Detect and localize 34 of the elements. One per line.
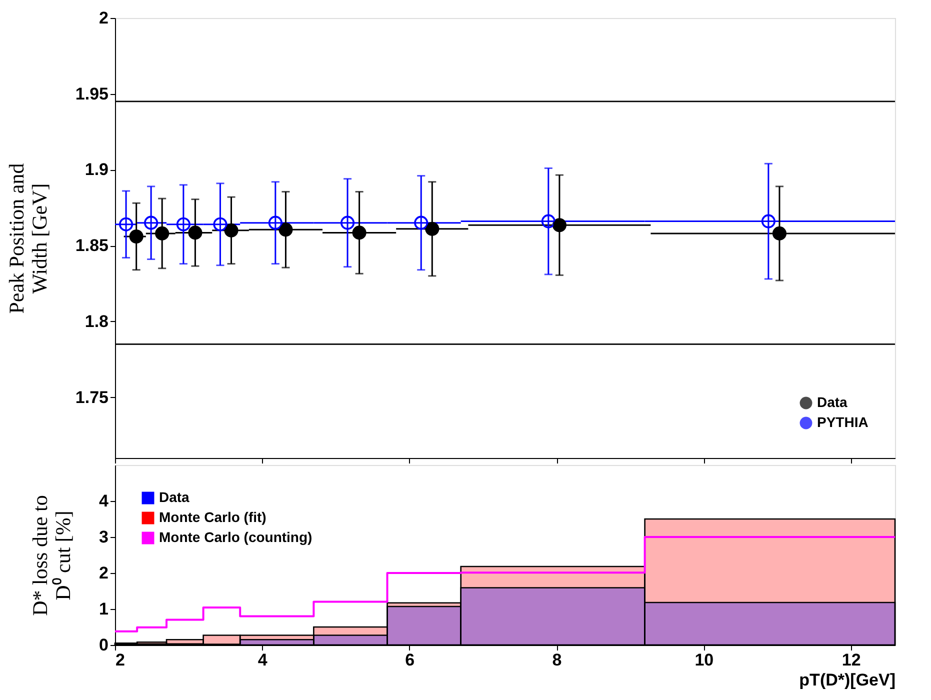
legend-label: Data <box>159 489 190 505</box>
point <box>268 216 282 230</box>
x-tick-label: 2 <box>116 650 125 670</box>
point <box>414 216 428 230</box>
point <box>144 216 158 230</box>
y-tick-label: 4 <box>99 492 110 510</box>
x-axis-title: pT(D*)[GeV] <box>799 670 896 690</box>
y-tick-label: 1.8 <box>84 312 108 331</box>
y-tick-label: 1.9 <box>84 160 108 180</box>
point <box>176 217 190 232</box>
x-tick-label: 8 <box>552 650 562 670</box>
x-tick-label: 6 <box>405 650 415 670</box>
legend-label: Monte Carlo (counting) <box>159 529 312 545</box>
y-tick-label: 0 <box>99 636 108 654</box>
point <box>213 217 228 232</box>
legend-label: Monte Carlo (fit) <box>159 509 266 525</box>
point <box>761 214 776 228</box>
y-tick-label: 1.95 <box>75 84 108 104</box>
y-tick-label: 2 <box>99 8 108 28</box>
x-tick-label: 4 <box>258 650 268 670</box>
y-tick-label: 2 <box>99 564 108 582</box>
point <box>119 217 134 232</box>
point <box>541 214 556 228</box>
y-axis-title: Peak Position and Width [GeV] <box>4 162 52 314</box>
x-tick-label: 12 <box>842 650 861 670</box>
y-tick-label: 1 <box>99 600 108 618</box>
legend-label: Data <box>817 394 848 410</box>
y-tick-label: 1.85 <box>75 236 108 256</box>
y-axis-title: D* loss due to D⁰ cut [%] <box>28 495 76 616</box>
legend-label: PYTHIA <box>817 414 868 430</box>
y-tick-label: 3 <box>99 528 108 546</box>
y-tick-label: 1.75 <box>75 388 108 407</box>
x-tick-label: 10 <box>694 650 714 670</box>
point <box>340 216 355 230</box>
